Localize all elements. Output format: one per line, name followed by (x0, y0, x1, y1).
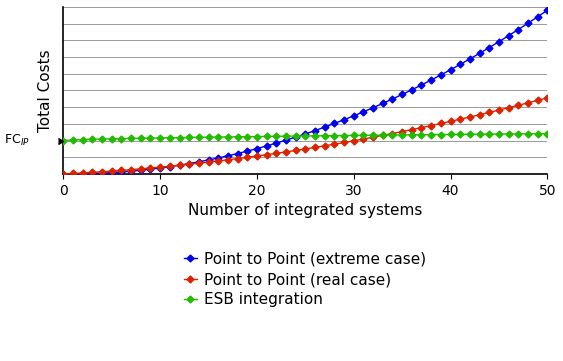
ESB integration (408, 132, 415, 137)
ESB integration (379, 133, 386, 137)
Line: Point to Point (extreme case): Point to Point (extreme case) (61, 8, 549, 177)
ESB integration (205, 135, 212, 139)
Point to Point (extreme case) (379, 101, 386, 105)
X-axis label: Number of integrated systems: Number of integrated systems (188, 203, 422, 218)
Point to Point (real case) (379, 133, 386, 138)
Point to Point (extreme case) (534, 15, 541, 19)
Point to Point (extreme case) (205, 158, 212, 162)
Text: FC$_{IP}$: FC$_{IP}$ (3, 133, 29, 148)
Y-axis label: Total Costs: Total Costs (38, 49, 53, 132)
ESB integration (544, 131, 551, 136)
ESB integration (60, 138, 67, 143)
Point to Point (extreme case) (408, 88, 415, 92)
ESB integration (534, 131, 541, 136)
Point to Point (real case) (167, 164, 173, 168)
Line: Point to Point (real case): Point to Point (real case) (61, 95, 549, 177)
Point to Point (real case) (60, 172, 67, 176)
Point to Point (real case) (215, 159, 222, 163)
ESB integration (215, 135, 222, 139)
Point to Point (real case) (408, 127, 415, 132)
Point to Point (extreme case) (60, 172, 67, 176)
Point to Point (extreme case) (167, 165, 173, 169)
Point to Point (real case) (544, 96, 551, 100)
Point to Point (real case) (534, 98, 541, 103)
Point to Point (extreme case) (215, 156, 222, 160)
ESB integration (167, 136, 173, 140)
Line: ESB integration: ESB integration (61, 131, 549, 143)
Legend: Point to Point (extreme case), Point to Point (real case), ESB integration: Point to Point (extreme case), Point to … (184, 252, 426, 308)
Point to Point (extreme case) (544, 8, 551, 12)
Point to Point (real case) (205, 160, 212, 164)
